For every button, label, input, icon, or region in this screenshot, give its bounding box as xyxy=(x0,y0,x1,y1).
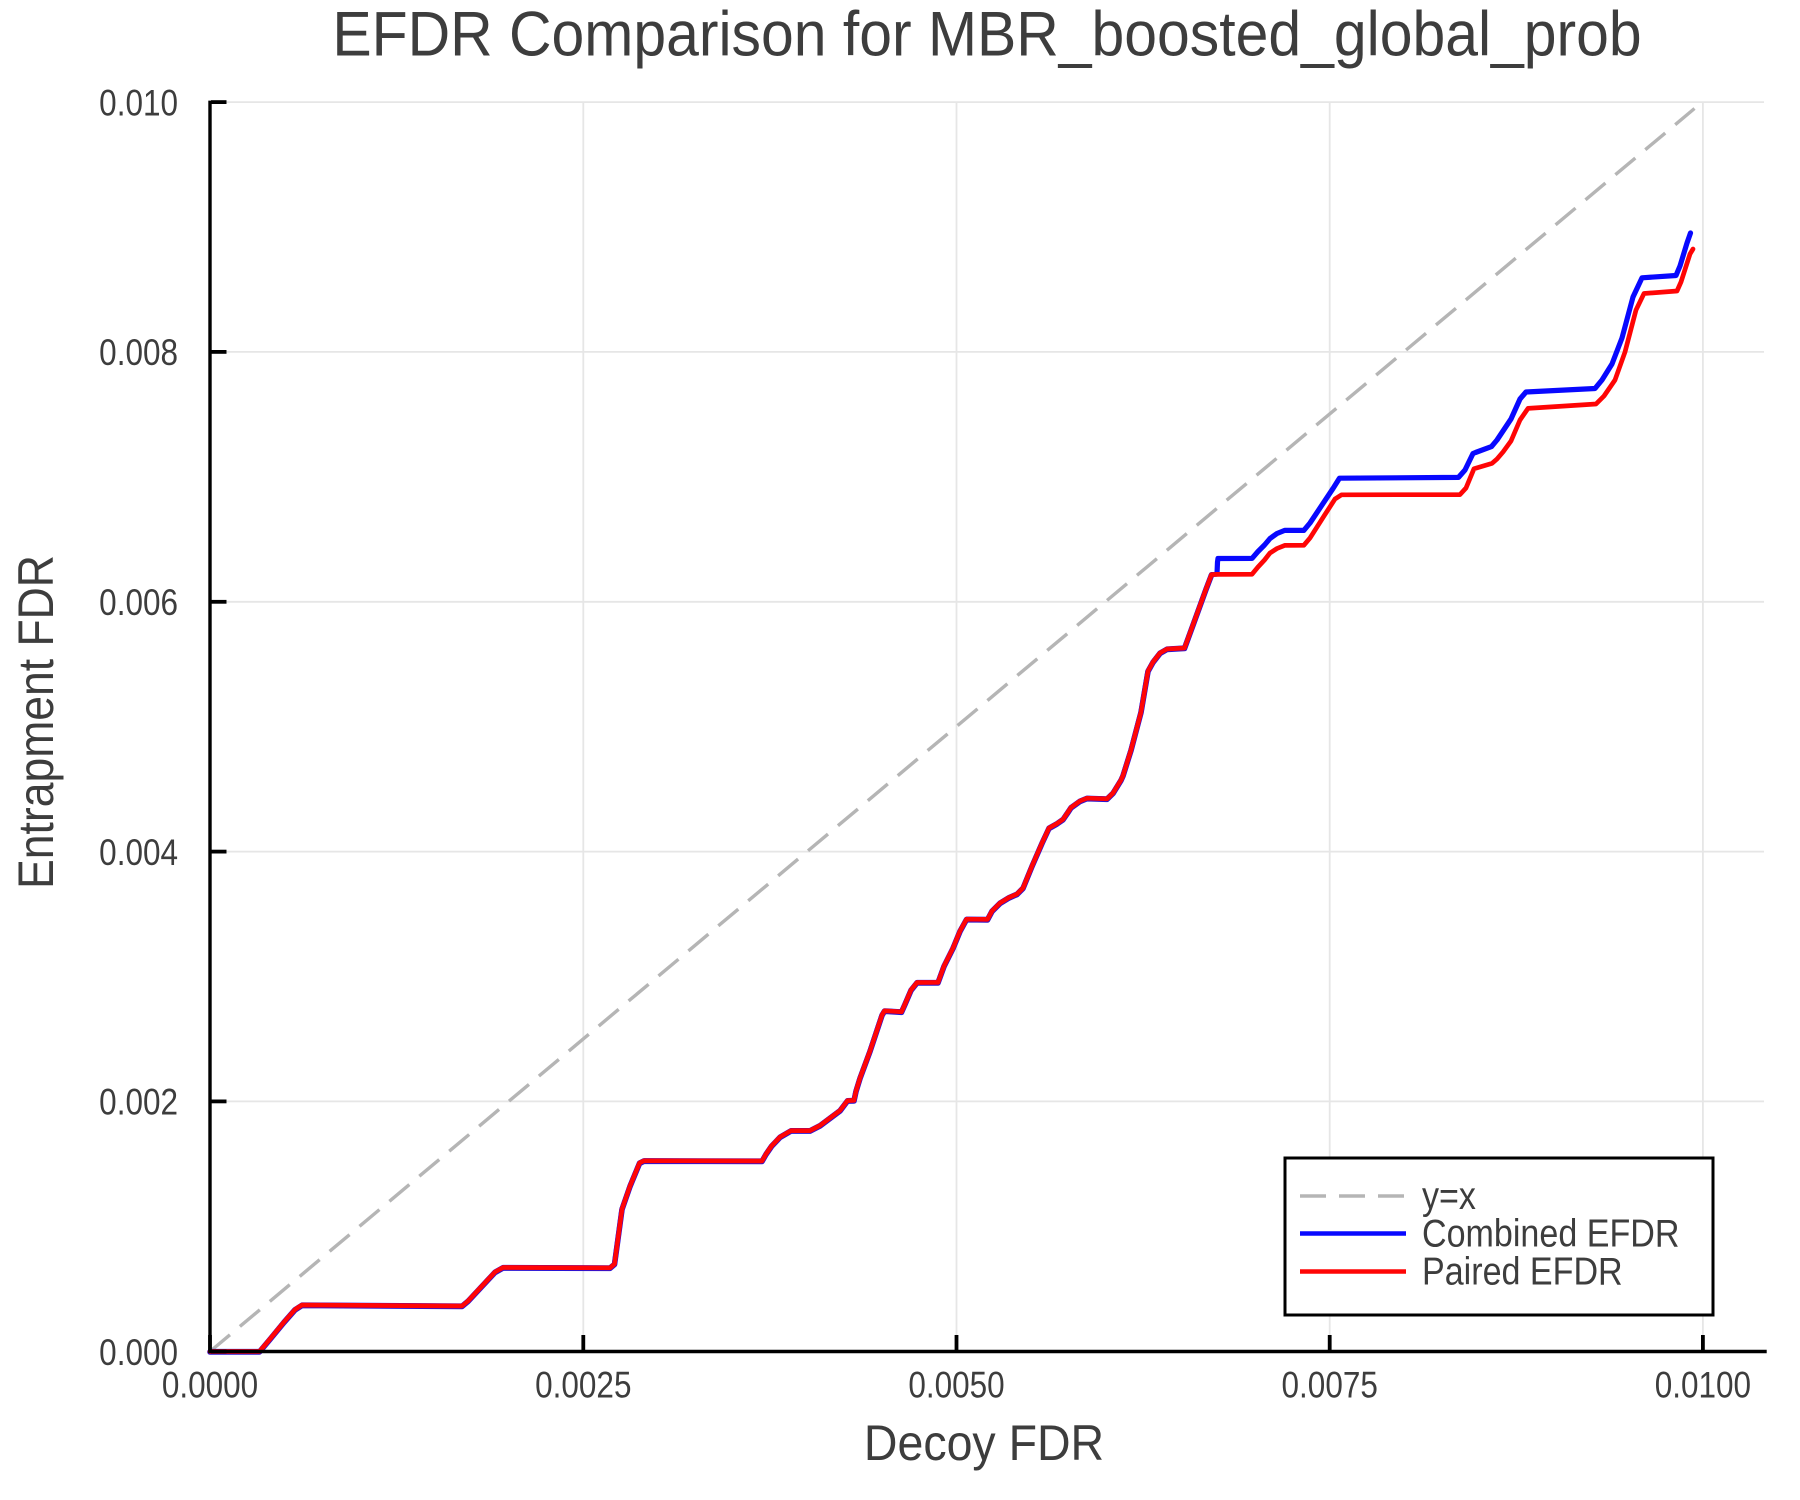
svg-text:0.008: 0.008 xyxy=(99,333,178,374)
svg-text:EFDR Comparison for MBR_booste: EFDR Comparison for MBR_boosted_global_p… xyxy=(332,0,1641,69)
svg-text:Decoy FDR: Decoy FDR xyxy=(864,1415,1104,1471)
svg-text:0.010: 0.010 xyxy=(99,83,178,124)
svg-text:0.0050: 0.0050 xyxy=(908,1365,1004,1406)
svg-text:0.0100: 0.0100 xyxy=(1655,1365,1751,1406)
svg-text:0.0075: 0.0075 xyxy=(1282,1365,1378,1406)
svg-text:0.0025: 0.0025 xyxy=(535,1365,631,1406)
svg-text:Paired EFDR: Paired EFDR xyxy=(1422,1250,1623,1293)
svg-text:0.000: 0.000 xyxy=(99,1332,178,1373)
svg-text:Entrapment FDR: Entrapment FDR xyxy=(9,555,65,889)
svg-text:0.006: 0.006 xyxy=(99,583,178,624)
svg-text:0.004: 0.004 xyxy=(99,832,178,873)
svg-text:0.002: 0.002 xyxy=(99,1082,178,1123)
svg-text:Combined EFDR: Combined EFDR xyxy=(1422,1212,1679,1255)
svg-text:0.0000: 0.0000 xyxy=(162,1365,258,1406)
svg-text:y=x: y=x xyxy=(1422,1174,1476,1217)
